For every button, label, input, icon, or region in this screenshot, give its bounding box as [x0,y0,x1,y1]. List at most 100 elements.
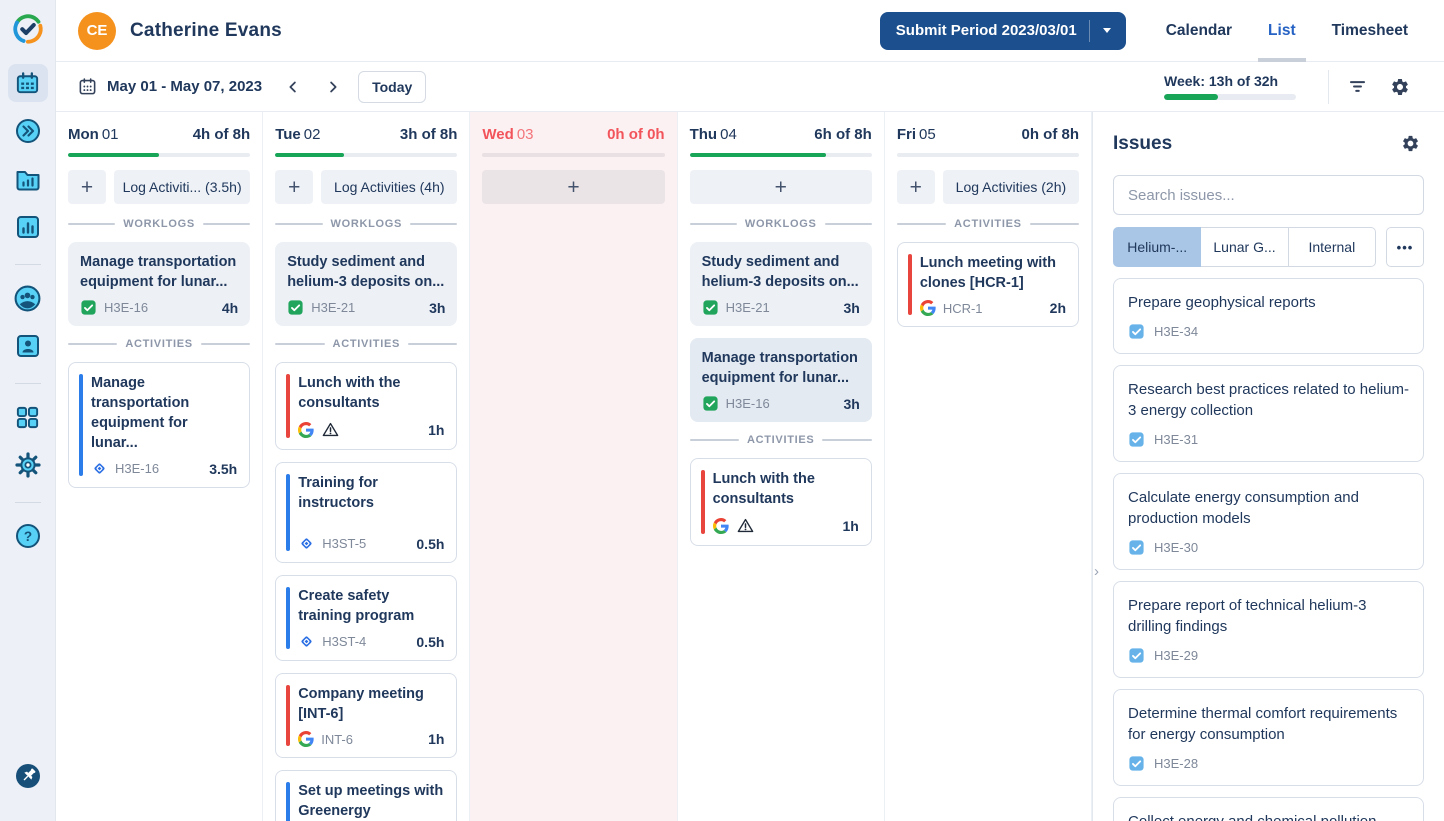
activity-hours: 1h [842,517,859,534]
project-tab-internal[interactable]: Internal [1288,227,1376,267]
log-activities-button[interactable]: Log Activities (4h) [321,170,458,204]
warning-icon [321,420,340,439]
sidebar-item-pin[interactable] [8,757,48,795]
board-settings-button[interactable] [1386,73,1414,101]
activity-hours: 1h [428,421,445,438]
sidebar-item-team[interactable] [8,279,48,317]
button-separator [1088,19,1090,42]
google-calendar-icon [298,731,314,747]
log-activities-button[interactable]: Log Activiti... (3.5h) [114,170,251,204]
issue-card[interactable]: Calculate energy consumption and product… [1113,473,1425,570]
blue-check-icon [1128,323,1145,340]
activity-hours: 3.5h [209,460,238,477]
activity-color-bar [286,474,291,551]
day-progress-bar [275,153,458,157]
project-tab-lunar[interactable]: Lunar G... [1201,227,1289,267]
activity-card[interactable]: Manage transportation equipment for luna… [68,362,251,488]
log-activities-button[interactable]: Log Activities (2h) [942,170,1080,204]
activity-card[interactable]: Create safety training program H3ST-4 0.… [275,575,458,661]
activity-card[interactable]: Set up meetings with Greenergy H3P-3 2h [275,770,458,821]
issue-card[interactable]: Research best practices related to heliu… [1113,365,1425,462]
activity-card[interactable]: Company meeting [INT-6] INT-6 1h [275,673,458,758]
issue-key: H3ST-4 [322,634,367,649]
day-column-thu: Thu 04 6h of 8h + WORKLOGS Study sediment… [678,112,885,821]
green-check-icon [287,299,304,316]
sidebar-item-help[interactable]: ? [8,517,48,555]
search-input[interactable] [1128,186,1410,204]
issue-card[interactable]: Prepare geophysical reports H3E-34 [1113,278,1425,354]
day-number: 02 [303,126,321,143]
issues-search [1113,175,1425,215]
worklog-hours: 3h [843,395,860,412]
green-check-icon [702,395,719,412]
worklog-card[interactable]: Study sediment and helium-3 deposits on.… [275,242,458,326]
avatar[interactable]: CE [78,11,116,50]
warning-icon [736,516,755,535]
activity-color-bar [286,587,291,649]
issue-card[interactable]: Determine thermal comfort requirements f… [1113,689,1425,786]
tab-calendar[interactable]: Calendar [1165,21,1233,39]
sidebar-item-user[interactable] [8,327,48,365]
sidebar-item-charts[interactable] [8,208,48,246]
add-entry-button[interactable]: + [689,170,872,204]
add-entry-button[interactable]: + [482,170,665,204]
worklog-card[interactable]: Manage transportation equipment for luna… [689,338,872,422]
jira-task-icon [298,633,315,650]
sidebar-item-reports[interactable] [8,160,48,198]
tab-timesheet[interactable]: Timesheet [1331,21,1408,39]
day-progress-bar [482,153,665,157]
filter-button[interactable] [1343,72,1372,101]
blue-check-icon [1128,647,1145,664]
green-check-icon [80,299,97,316]
next-week-button[interactable] [320,74,346,100]
sidebar-divider [14,383,41,384]
activities-section-label: ACTIVITIES [689,434,872,446]
day-column-mon: Mon 01 4h of 8h + Log Activiti... (3.5h) … [56,112,264,821]
day-number: 04 [720,126,737,143]
activity-card[interactable]: Lunch with the consultants 1h [689,458,872,546]
week-board: Mon 01 4h of 8h + Log Activiti... (3.5h) … [56,112,1444,821]
calendar-range-icon [78,77,97,96]
today-button[interactable]: Today [358,70,427,103]
add-entry-button[interactable]: + [896,170,935,204]
submit-period-dropdown[interactable] [1092,16,1122,46]
issues-panel-collapse-handle[interactable]: › [1094,563,1100,580]
worklogs-section-label: WORKLOGS [68,218,251,230]
issues-settings-button[interactable] [1397,130,1424,157]
sidebar-item-expand[interactable] [8,112,48,150]
issue-card[interactable]: Collect energy and chemical pollution da… [1113,797,1425,821]
sidebar-item-calendar[interactable] [7,64,48,102]
help-icon: ? [14,522,42,550]
day-hours: 4h of 8h [192,126,251,143]
issue-key: H3E-16 [104,300,149,315]
more-projects-button[interactable]: ••• [1386,227,1424,267]
worklog-card[interactable]: Study sediment and helium-3 deposits on.… [689,242,872,326]
main-area: CE Catherine Evans Submit Period 2023/03… [56,0,1444,821]
activity-card[interactable]: Lunch meeting with clones [HCR-1] HCR-1 … [896,242,1080,327]
worklogs-section-label: WORKLOGS [689,218,872,230]
bar-chart-icon [14,213,42,241]
activity-color-bar [286,782,291,821]
sidebar-item-apps[interactable] [8,398,48,436]
worklog-card[interactable]: Manage transportation equipment for luna… [68,242,251,326]
submit-period-button[interactable]: Submit Period 2023/03/01 [879,11,1126,50]
activity-title: Lunch with the consultants [712,471,815,507]
activity-hours: 1h [428,731,445,747]
prev-week-button[interactable] [280,74,306,100]
activity-card[interactable]: Training for instructors H3ST-5 0.5h [275,462,458,563]
blue-check-icon [1128,539,1145,556]
activity-card[interactable]: Lunch with the consultants 1h [275,362,458,450]
issue-key: H3E-28 [1154,756,1199,771]
team-icon [13,284,42,313]
add-entry-button[interactable]: + [68,170,106,204]
chevron-down-icon [1102,28,1111,33]
day-column-tue: Tue 02 3h of 8h + Log Activities (4h) WOR… [263,112,471,821]
tab-list[interactable]: List [1258,0,1306,62]
sidebar-item-settings[interactable] [8,446,48,484]
add-entry-button[interactable]: + [275,170,314,204]
issue-key: H3ST-5 [322,536,367,551]
issue-card[interactable]: Prepare report of technical helium-3 dri… [1113,581,1425,678]
issue-title: Research best practices related to heliu… [1128,381,1409,419]
project-tab-helium[interactable]: Helium-... [1113,227,1202,267]
sidebar-divider [14,502,41,503]
